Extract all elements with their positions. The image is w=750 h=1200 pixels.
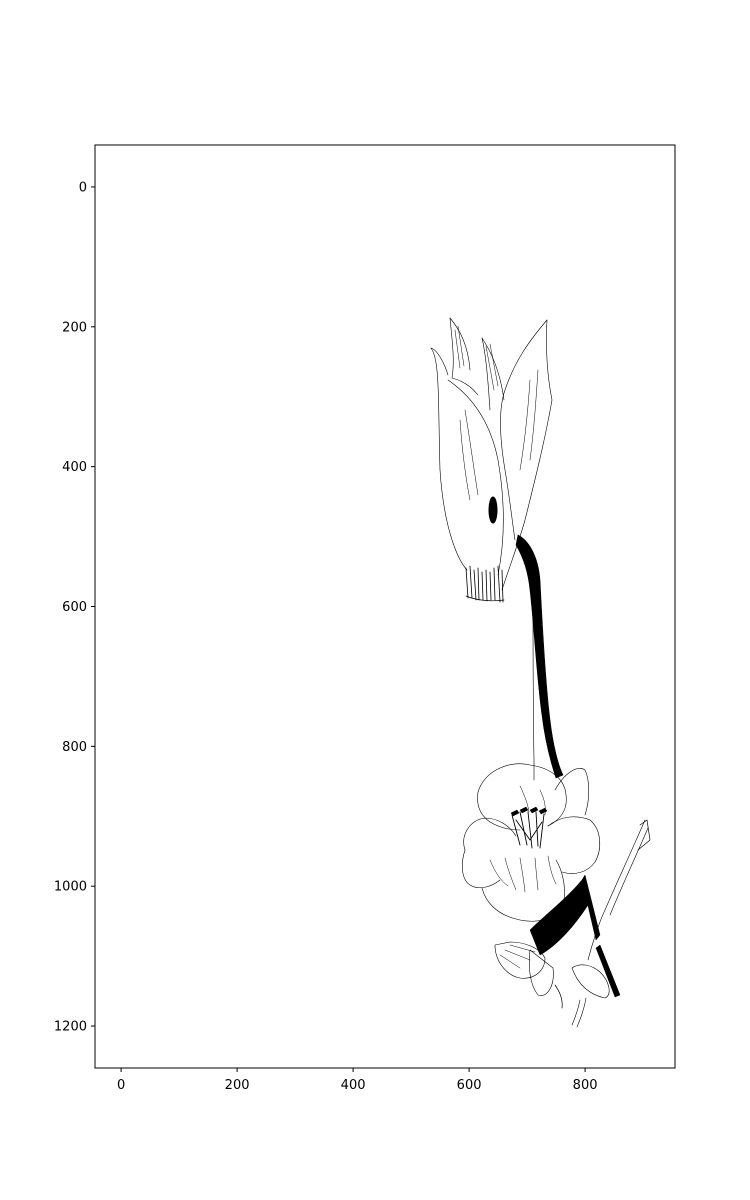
y-tick-label: 200 bbox=[62, 320, 87, 335]
bud-dark-spot bbox=[488, 496, 498, 524]
y-tick-label: 800 bbox=[62, 740, 87, 755]
x-tick-label: 600 bbox=[457, 1078, 482, 1093]
x-tick-label: 800 bbox=[573, 1078, 598, 1093]
y-tick-label: 400 bbox=[62, 460, 87, 475]
flower-sketch-image bbox=[430, 317, 651, 1028]
plot-area: 0 200 400 600 800 0 200 400 600 800 1000 1200 bbox=[54, 144, 676, 1093]
x-tick-label: 400 bbox=[341, 1078, 366, 1093]
y-tick-label: 1000 bbox=[54, 880, 87, 895]
x-tick-label: 0 bbox=[117, 1078, 125, 1093]
x-tick-label: 200 bbox=[225, 1078, 250, 1093]
y-tick-label: 1200 bbox=[54, 1020, 87, 1035]
y-tick-label: 600 bbox=[62, 600, 87, 615]
x-axis: 0 200 400 600 800 bbox=[117, 1068, 598, 1093]
y-axis: 0 200 400 600 800 1000 1200 bbox=[54, 180, 95, 1035]
y-tick-label: 0 bbox=[79, 180, 87, 195]
